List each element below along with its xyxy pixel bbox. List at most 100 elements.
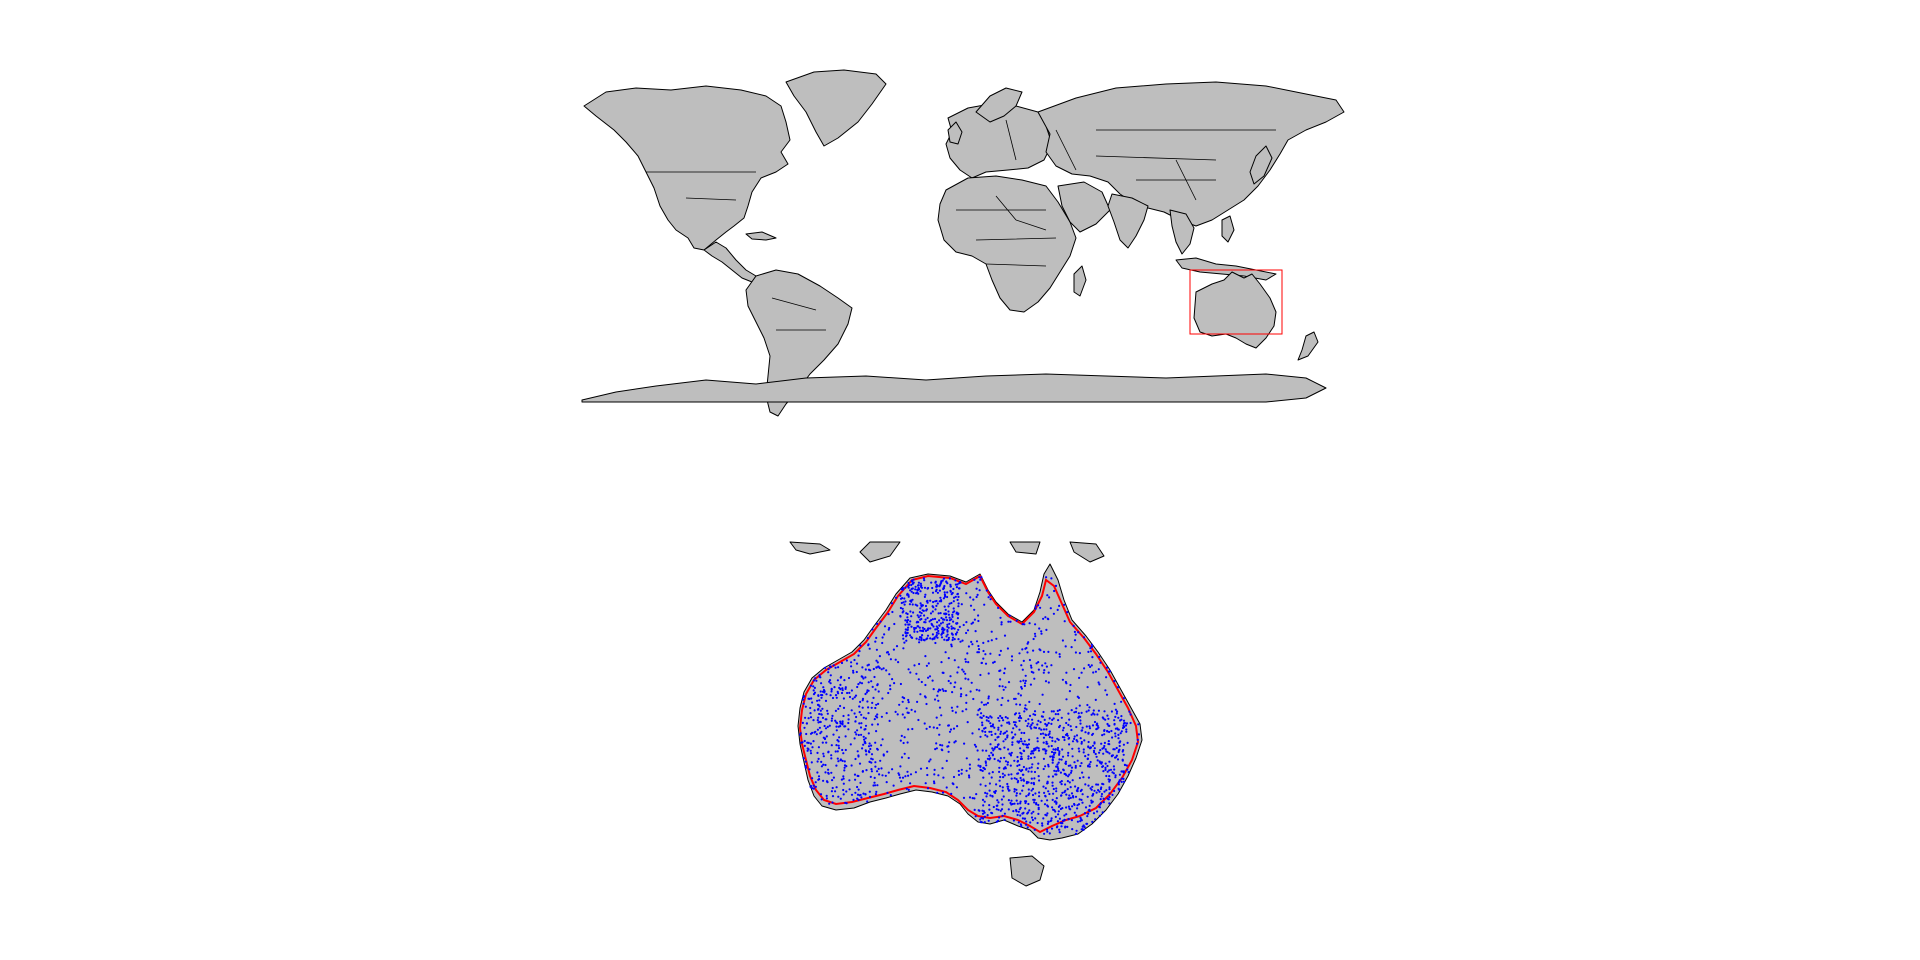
- occurrence-point: [1021, 789, 1024, 792]
- occurrence-point: [881, 641, 884, 645]
- occurrence-point: [1016, 755, 1019, 759]
- occurrence-point: [1080, 742, 1083, 745]
- occurrence-point: [845, 765, 848, 768]
- occurrence-point: [875, 703, 878, 706]
- occurrence-point: [1089, 760, 1092, 764]
- occurrence-point: [861, 675, 864, 678]
- occurrence-point: [1025, 646, 1028, 650]
- occurrence-point: [931, 633, 934, 636]
- world-map: [581, 69, 1345, 417]
- madagascar: [1073, 265, 1087, 297]
- occurrence-point: [927, 627, 930, 630]
- occurrence-point: [955, 612, 958, 615]
- occurrence-point: [919, 590, 922, 593]
- occurrence-point: [1071, 828, 1074, 831]
- occurrence-point: [878, 773, 881, 776]
- occurrence-point: [1073, 737, 1076, 740]
- occurrence-point: [968, 776, 971, 779]
- occurrence-point: [865, 753, 868, 756]
- occurrence-point: [991, 753, 994, 756]
- occurrence-point: [1019, 806, 1022, 809]
- occurrence-point: [940, 632, 943, 635]
- occurrence-point: [1020, 687, 1023, 690]
- occurrence-point: [1074, 832, 1078, 835]
- occurrence-point: [839, 704, 842, 708]
- occurrence-point: [978, 576, 981, 579]
- occurrence-point: [1044, 787, 1047, 790]
- occurrence-point: [908, 623, 911, 626]
- occurrence-point: [986, 701, 989, 705]
- occurrence-point: [985, 795, 988, 798]
- occurrence-point: [876, 684, 879, 687]
- occurrence-point: [1030, 727, 1033, 730]
- occurrence-point: [1118, 744, 1121, 748]
- occurrence-point: [1118, 773, 1121, 776]
- occurrence-point: [1047, 820, 1050, 823]
- occurrence-point: [963, 742, 966, 745]
- occurrence-point: [1120, 777, 1123, 780]
- occurrence-point: [1098, 683, 1101, 686]
- occurrence-point: [1012, 721, 1016, 724]
- occurrence-point: [822, 686, 825, 689]
- occurrence-point: [1027, 757, 1030, 760]
- occurrence-point: [1023, 707, 1027, 710]
- occurrence-point: [971, 797, 974, 800]
- occurrence-point: [1062, 819, 1065, 822]
- occurrence-point: [1094, 818, 1097, 821]
- occurrence-point: [874, 688, 877, 691]
- occurrence-point: [835, 696, 838, 699]
- occurrence-point: [924, 683, 927, 687]
- occurrence-point: [924, 782, 927, 785]
- occurrence-point: [891, 610, 894, 614]
- occurrence-point: [815, 679, 818, 682]
- occurrence-point: [1042, 736, 1046, 739]
- occurrence-point: [811, 777, 814, 780]
- occurrence-point: [932, 688, 935, 691]
- occurrence-point: [961, 710, 964, 713]
- occurrence-point: [1018, 703, 1022, 706]
- occurrence-point: [1041, 715, 1044, 718]
- occurrence-point: [1077, 631, 1080, 634]
- occurrence-point: [968, 763, 971, 766]
- indochina: [1169, 209, 1195, 255]
- occurrence-point: [1057, 810, 1060, 813]
- occurrence-point: [869, 747, 872, 751]
- occurrence-point: [1046, 822, 1049, 825]
- occurrence-point: [1006, 721, 1009, 724]
- occurrence-point: [967, 645, 970, 648]
- occurrence-point: [875, 648, 878, 651]
- occurrence-point: [1116, 728, 1119, 731]
- occurrence-point: [999, 757, 1002, 760]
- occurrence-point: [949, 583, 952, 586]
- occurrence-point: [911, 727, 914, 731]
- occurrence-point: [943, 605, 946, 608]
- occurrence-point: [848, 788, 851, 791]
- occurrence-point: [1023, 684, 1026, 687]
- occurrence-point: [981, 721, 984, 724]
- occurrence-point: [971, 643, 974, 646]
- occurrence-point: [962, 623, 965, 627]
- occurrence-point: [988, 804, 991, 807]
- occurrence-point: [961, 668, 964, 671]
- occurrence-point: [1016, 760, 1019, 763]
- occurrence-point: [985, 764, 988, 767]
- occurrence-point: [956, 671, 959, 674]
- occurrence-point: [971, 621, 975, 624]
- occurrence-point: [817, 694, 820, 697]
- occurrence-point: [988, 782, 991, 785]
- occurrence-point: [1009, 801, 1012, 805]
- occurrence-point: [1032, 649, 1035, 652]
- occurrence-point: [1102, 770, 1105, 773]
- occurrence-point: [1080, 762, 1083, 765]
- occurrence-point: [1094, 752, 1097, 756]
- occurrence-point: [911, 603, 914, 606]
- occurrence-point: [980, 712, 983, 715]
- occurrence-point: [853, 712, 856, 715]
- occurrence-point: [1024, 800, 1027, 803]
- occurrence-point: [933, 617, 937, 620]
- occurrence-point: [1061, 822, 1064, 825]
- occurrence-point: [1076, 759, 1079, 762]
- occurrence-point: [930, 581, 933, 584]
- occurrence-point: [1051, 798, 1054, 801]
- occurrence-point: [980, 821, 983, 824]
